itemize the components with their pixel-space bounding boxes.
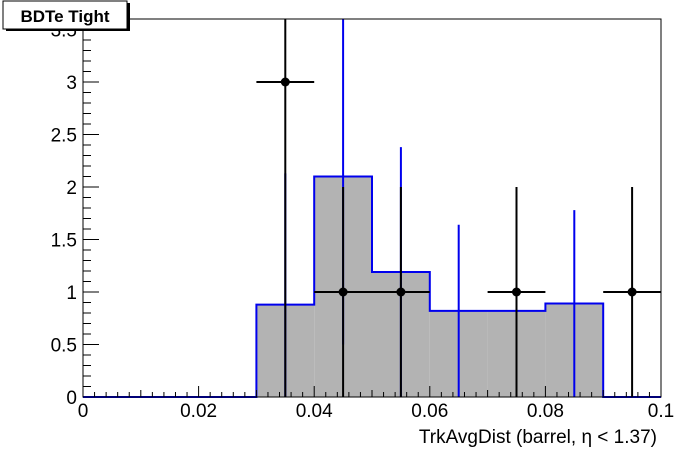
- x-tick-label: 0.1: [648, 401, 674, 422]
- x-tick-label: 0: [78, 401, 89, 422]
- data-point: [280, 77, 290, 87]
- data-point: [338, 287, 348, 297]
- x-tick-label: 0.08: [527, 401, 564, 422]
- chart-title: BDTe Tight: [20, 7, 109, 26]
- x-tick-label: 0.02: [180, 401, 217, 422]
- y-tick-label: 2: [66, 178, 77, 199]
- data-points-group: [256, 19, 661, 397]
- data-point: [512, 287, 521, 297]
- x-tick-label: 0.06: [411, 401, 448, 422]
- title-box-frame: [2, 0, 128, 30]
- title-box: BDTe Tight: [2, 0, 130, 31]
- x-axis-label: TrkAvgDist (barrel, η < 1.37): [419, 427, 657, 448]
- data-point: [396, 287, 406, 297]
- y-axis-ticks: 00.511.522.533.5: [51, 18, 99, 409]
- y-tick-label: 3: [66, 73, 77, 94]
- y-tick-label: 2.5: [51, 126, 77, 147]
- y-tick-label: 0: [66, 388, 77, 409]
- data-point: [627, 287, 637, 297]
- y-tick-label: 0.5: [51, 336, 77, 357]
- x-tick-label: 0.04: [296, 401, 333, 422]
- y-tick-label: 1: [66, 283, 77, 304]
- y-tick-label: 1.5: [51, 231, 77, 252]
- x-axis-ticks: 0 0.02 0.04 0.06 0.08 0.1: [78, 386, 674, 422]
